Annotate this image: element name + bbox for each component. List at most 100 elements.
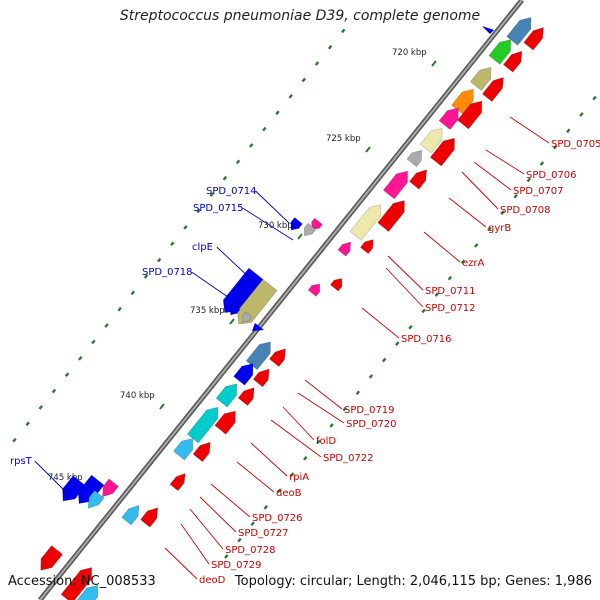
tick-dot bbox=[289, 472, 295, 477]
tick-dot bbox=[474, 243, 479, 248]
tick-dot bbox=[130, 290, 136, 296]
reverse-gene-label: deoD bbox=[199, 575, 226, 586]
tick-dot bbox=[579, 112, 584, 117]
gene-block-reverse bbox=[406, 149, 423, 168]
reverse-gene-label: SPD_0727 bbox=[238, 528, 289, 539]
tick-dot bbox=[329, 423, 334, 428]
gene-block-reverse bbox=[349, 204, 382, 241]
genome-backbone bbox=[38, 0, 524, 600]
tick-dot bbox=[566, 128, 571, 134]
tick-marks: 720 kbp 725 kbp 730 kbp 735 kbp 740 kbp 745 k… bbox=[12, 28, 597, 559]
tick-dot bbox=[12, 437, 17, 443]
gene-block-reverse bbox=[307, 283, 321, 297]
tick-dot bbox=[117, 306, 122, 312]
gene-block-reverse bbox=[192, 441, 211, 463]
tick-dot bbox=[592, 95, 597, 101]
tick-dot bbox=[51, 388, 57, 394]
gene-block-forward bbox=[87, 490, 105, 509]
tick-dot bbox=[170, 241, 175, 247]
tick-dot bbox=[342, 406, 347, 412]
kbp-tick-label: 740 kbp bbox=[120, 391, 155, 401]
gene-block-forward bbox=[62, 475, 87, 502]
tick-dot bbox=[526, 177, 532, 183]
kbp-tick-label: 745 kbp bbox=[48, 473, 83, 483]
gene-block-forward bbox=[311, 217, 323, 230]
gene-block-forward bbox=[102, 478, 119, 498]
forward-gene-label: clpE bbox=[192, 242, 213, 253]
tick-dot bbox=[64, 372, 70, 377]
map-title: Streptococcus pneumoniae D39, complete g… bbox=[119, 8, 481, 24]
tick-dot bbox=[500, 210, 505, 215]
forward-gene-label: SPD_0718 bbox=[142, 267, 193, 278]
reverse-gene-label: SPD_0729 bbox=[211, 560, 262, 571]
gene-block-forward bbox=[290, 217, 303, 231]
reverse-gene-label: SPD_0705 bbox=[551, 139, 600, 150]
tick-dot bbox=[355, 390, 361, 396]
gene-block-reverse bbox=[60, 567, 92, 600]
tick-dot bbox=[78, 356, 83, 361]
strand-marker bbox=[482, 26, 494, 34]
reverse-gene-label: rpiA bbox=[289, 472, 309, 483]
tick-dot bbox=[250, 521, 255, 527]
gene-labels: SPD_0714 SPD_0715 clpE SPD_0718 rpsT SPD_0705… bbox=[10, 116, 600, 586]
tick-dot bbox=[552, 144, 558, 150]
strand-marker bbox=[252, 323, 264, 331]
gene-block-reverse bbox=[523, 27, 544, 51]
reverse-gene-label: deoB bbox=[276, 488, 302, 499]
reverse-gene-label: SPD_0708 bbox=[500, 205, 551, 216]
reverse-gene-label: SPD_0711 bbox=[425, 286, 476, 297]
gene-block-reverse bbox=[173, 438, 194, 461]
tick-dot bbox=[263, 505, 268, 510]
forward-gene-label: rpsT bbox=[10, 456, 33, 467]
gene-block-reverse bbox=[329, 278, 343, 292]
tick-dot bbox=[314, 61, 320, 66]
gene-block-reverse bbox=[140, 507, 159, 528]
gene-block-reverse bbox=[169, 479, 182, 492]
gene-block-forward bbox=[242, 311, 253, 323]
gene-block-reverse bbox=[506, 17, 532, 46]
reverse-gene-label: SPD_0722 bbox=[323, 453, 374, 464]
gene-block-reverse bbox=[360, 239, 374, 255]
reverse-gene-label: SPD_0707 bbox=[513, 186, 564, 197]
tick-dot bbox=[91, 339, 96, 345]
gene-block-reverse bbox=[237, 387, 255, 406]
tick-dot bbox=[196, 208, 201, 214]
tick-dot bbox=[513, 193, 518, 199]
kbp-tick-label: 735 kbp bbox=[190, 306, 225, 316]
kbp-tick-label: 720 kbp bbox=[392, 48, 427, 58]
tick-dot bbox=[539, 161, 545, 166]
reverse-gene-label: SPD_0716 bbox=[401, 334, 452, 345]
tick-dot bbox=[487, 226, 492, 232]
tick-dot bbox=[460, 259, 466, 265]
gene-block-reverse bbox=[377, 200, 405, 232]
gene-block-reverse bbox=[245, 341, 271, 371]
gene-block-reverse bbox=[214, 410, 236, 435]
gene-block-reverse bbox=[66, 585, 99, 600]
gene-features bbox=[40, 17, 544, 600]
gene-block-reverse bbox=[252, 368, 270, 388]
forward-gene-label: SPD_0715 bbox=[193, 203, 244, 214]
gene-block-forward bbox=[303, 222, 317, 237]
tick-dot bbox=[276, 488, 282, 494]
gene-block-reverse bbox=[233, 363, 254, 386]
gene-block-reverse bbox=[457, 100, 483, 130]
gene-block-reverse bbox=[382, 170, 408, 200]
tick-dot bbox=[104, 323, 109, 328]
reverse-gene-label: SPD_0712 bbox=[425, 303, 476, 314]
tick-dot bbox=[25, 421, 30, 427]
forward-gene-label: SPD_0714 bbox=[206, 186, 257, 197]
gene-block-reverse bbox=[488, 39, 511, 65]
gene-block-forward bbox=[40, 545, 63, 571]
tick-dot bbox=[288, 94, 293, 99]
tick-dot bbox=[38, 405, 43, 410]
summary-text: Topology: circular; Length: 2,046,115 bp… bbox=[234, 574, 592, 589]
tick-dot bbox=[447, 275, 453, 281]
tick-dot bbox=[341, 28, 346, 34]
tick-dot bbox=[368, 374, 374, 379]
tick-dot bbox=[301, 77, 307, 83]
tick-dot bbox=[408, 324, 413, 330]
gene-block-reverse bbox=[215, 383, 237, 408]
tick-dot bbox=[249, 143, 254, 148]
reverse-gene-label: ezrA bbox=[462, 258, 485, 269]
